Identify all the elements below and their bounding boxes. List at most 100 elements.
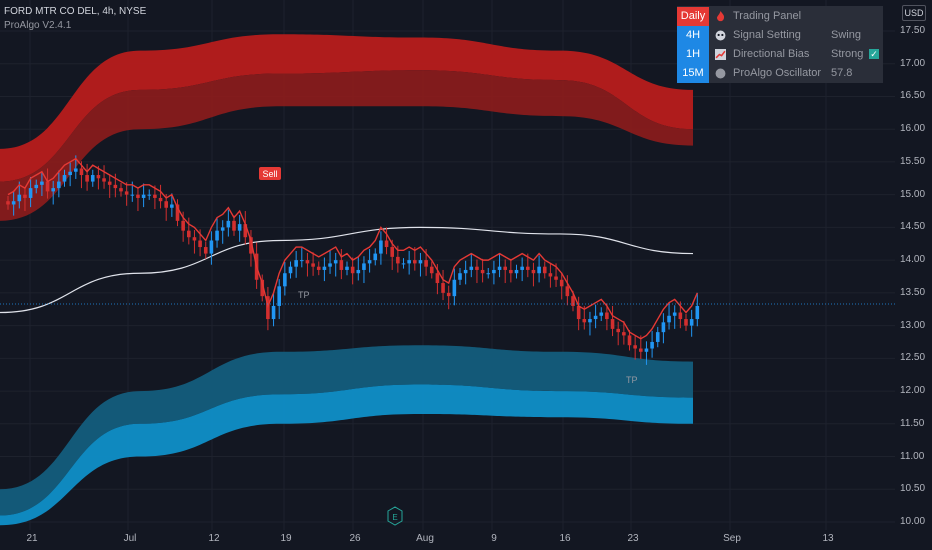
candle-body — [554, 276, 558, 280]
time-tick-label: 26 — [349, 533, 361, 544]
candle-body — [689, 319, 694, 326]
ema-line — [0, 226, 694, 314]
candle-body — [362, 263, 366, 270]
candle-body — [79, 168, 84, 176]
candle-body — [684, 319, 688, 326]
candle-body — [593, 315, 598, 320]
candle-body — [503, 266, 507, 270]
price-tick-label: 11.00 — [900, 450, 925, 462]
price-tick-label: 10.00 — [900, 516, 926, 527]
time-tick-label: Jul — [123, 533, 137, 544]
tp-label: TP — [298, 290, 310, 300]
price-tick-label: 14.50 — [900, 221, 926, 233]
candle-body — [520, 266, 524, 270]
candle-body — [655, 332, 660, 342]
candle-body — [548, 273, 553, 277]
candle-body — [130, 194, 135, 196]
time-tick-label: Aug — [416, 533, 434, 544]
candle-body — [107, 181, 112, 185]
candle-body — [164, 201, 168, 208]
candle-body — [531, 269, 536, 274]
candle-body — [209, 240, 214, 254]
candle-body — [526, 266, 530, 270]
candle-body — [243, 224, 248, 238]
candle-body — [322, 266, 327, 270]
candle-body — [175, 204, 180, 221]
price-tick-label: 15.00 — [900, 188, 926, 200]
candle-body — [51, 188, 55, 192]
time-tick-label: 21 — [26, 533, 38, 544]
trailing-stop-line — [7, 157, 698, 340]
candle-body — [6, 201, 10, 205]
candle-body — [11, 201, 16, 205]
panel-label: ProAlgo Oscillator — [733, 67, 822, 79]
currency-button[interactable]: USD — [902, 5, 926, 21]
candle-body — [141, 194, 146, 198]
panel-row-15m: 15M ProAlgo Oscillator 57.8 — [677, 64, 883, 83]
candle-body — [497, 266, 502, 270]
candle-body — [622, 332, 626, 336]
candle-body — [237, 224, 242, 231]
candle-body — [627, 335, 632, 346]
candle-body — [339, 260, 344, 270]
candle-body — [350, 266, 355, 274]
candle-body — [57, 181, 61, 189]
timeframe-4h: 4H — [677, 26, 709, 45]
time-tick-label: 13 — [822, 533, 834, 544]
candle-body — [639, 348, 643, 352]
price-tick-label: 11.50 — [900, 417, 925, 429]
candle-body — [283, 273, 287, 287]
candle-body — [463, 269, 468, 274]
candle-body — [509, 269, 513, 274]
candle-body — [192, 237, 197, 241]
price-tick-label: 14.00 — [900, 254, 926, 266]
price-tick-label: 10.50 — [900, 483, 926, 495]
candle-body — [672, 312, 677, 316]
candle-body — [441, 283, 445, 293]
candle-body — [345, 266, 349, 270]
candle-body — [124, 191, 129, 195]
time-tick-label: 12 — [208, 533, 220, 544]
candle-body — [96, 175, 101, 179]
time-tick-label: 23 — [627, 533, 639, 544]
candle-body — [90, 175, 95, 182]
sell-signal-badge — [259, 167, 281, 180]
candle-body — [316, 266, 321, 270]
logo-icon — [387, 506, 403, 526]
orb-icon — [715, 68, 726, 79]
timeframe-15m: 15M — [677, 64, 709, 83]
price-tick-label: 13.50 — [900, 286, 926, 298]
time-tick-label: 19 — [280, 533, 292, 544]
candle-body — [565, 286, 570, 297]
candle-body — [328, 263, 332, 267]
price-tick-label: 16.50 — [900, 90, 926, 102]
panel-label: Directional Bias — [733, 48, 810, 60]
candle-body — [542, 266, 547, 274]
candle-body — [119, 188, 123, 192]
candle-body — [418, 260, 423, 264]
candle-body — [170, 204, 174, 208]
candle-body — [271, 305, 276, 320]
indicator-name[interactable]: ProAlgo V2.4.1 — [4, 20, 72, 31]
candle-body — [667, 315, 671, 323]
candle-body — [277, 286, 281, 306]
timeframe-1h: 1H — [677, 45, 709, 64]
time-tick-label: 16 — [559, 533, 571, 544]
candle-body — [633, 345, 637, 349]
candle-body — [294, 260, 298, 267]
lower-band-outer — [0, 384, 693, 526]
candle-body — [492, 269, 496, 274]
candle-body — [413, 260, 417, 264]
candle-body — [458, 273, 462, 280]
candle-body — [147, 194, 152, 196]
price-tick-label: 12.00 — [900, 385, 926, 397]
candle-body — [23, 194, 27, 198]
candle-body — [475, 266, 479, 270]
upper-band-inner — [0, 70, 693, 221]
candle-body — [480, 269, 485, 274]
candle-body — [367, 260, 372, 264]
candle-body — [486, 273, 491, 275]
upper-band-outer — [0, 34, 693, 182]
candle-body — [373, 253, 378, 261]
